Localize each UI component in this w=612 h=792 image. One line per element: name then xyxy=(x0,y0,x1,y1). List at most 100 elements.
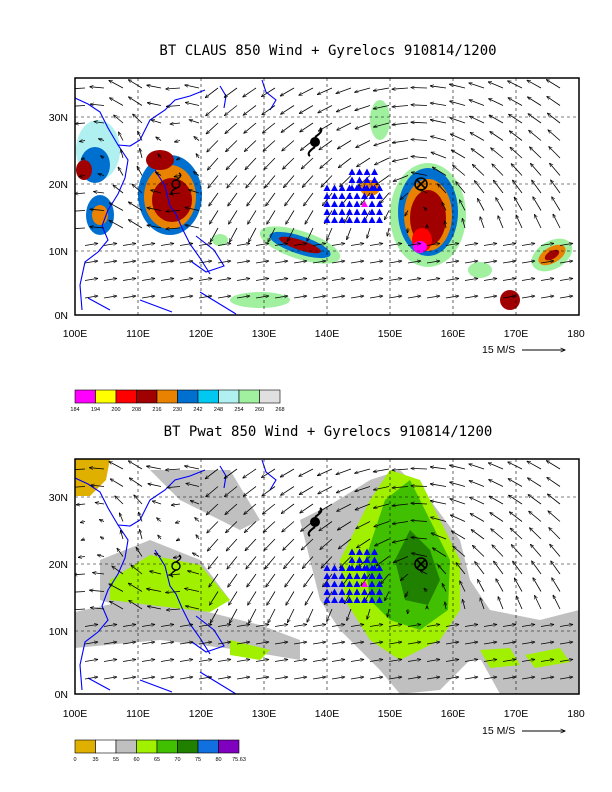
gyre-location-triangle xyxy=(361,588,368,595)
wind-vector xyxy=(551,180,561,194)
wind-vector xyxy=(407,624,421,627)
wind-vector xyxy=(532,180,542,194)
wind-vector xyxy=(388,278,402,281)
wind-vector xyxy=(75,87,86,89)
wind-vector xyxy=(217,261,231,264)
wind-vector xyxy=(426,243,440,246)
gyre-location-triangle xyxy=(338,200,346,207)
wind-vector xyxy=(208,556,219,570)
wind-vector xyxy=(393,175,409,182)
colorbar-label: 194 xyxy=(91,407,100,413)
wind-vector xyxy=(91,485,105,486)
wind-vector xyxy=(255,677,269,680)
wind-vector xyxy=(122,659,136,662)
gyre-location-triangle xyxy=(376,580,383,587)
wind-vector xyxy=(388,642,402,645)
wind-vector xyxy=(483,261,497,264)
gyre-location-triangle xyxy=(353,200,361,207)
coastline-map1 xyxy=(75,79,277,315)
wind-vector xyxy=(236,278,250,281)
wind-vector xyxy=(248,210,257,225)
lat-label: 20N xyxy=(49,559,68,571)
lat-label: 10N xyxy=(49,626,68,638)
wind-vector xyxy=(262,486,276,496)
wind-vector xyxy=(84,278,98,281)
wind-vector xyxy=(433,548,447,557)
wind-vector xyxy=(147,103,162,106)
wind-vector xyxy=(98,174,105,176)
wind-vector xyxy=(464,659,478,662)
wind-vector xyxy=(293,278,307,281)
wind-vector xyxy=(210,591,219,606)
wind-vector xyxy=(547,96,561,106)
wind-vector xyxy=(283,157,295,169)
wind-vector xyxy=(293,677,307,680)
lon-label: 170E xyxy=(504,708,529,720)
wind-vector xyxy=(521,243,535,246)
wind-vector xyxy=(141,278,155,281)
wind-vector xyxy=(282,521,295,532)
wind-vector xyxy=(75,227,86,229)
wind-vector xyxy=(229,591,238,606)
wind-vector xyxy=(491,148,504,159)
colorbar-label: 0 xyxy=(73,757,76,763)
wind-vector xyxy=(171,504,181,505)
wind-vector xyxy=(299,105,314,114)
wind-vector xyxy=(141,296,155,299)
wind-vector xyxy=(392,123,409,125)
wind-vector xyxy=(166,106,181,107)
gyre-location-triangle xyxy=(363,556,371,563)
wind-vector xyxy=(312,296,326,299)
wind-vector xyxy=(369,624,383,627)
wind-vector xyxy=(189,120,200,124)
gyre-location-triangle xyxy=(338,580,346,587)
wind-vector xyxy=(119,513,124,522)
wind-vector xyxy=(119,132,124,141)
wind-vector xyxy=(337,521,352,531)
gyre-triangles-map2 xyxy=(323,548,383,603)
wind-vector xyxy=(112,566,124,575)
map2-lat-labels: 30N 20N 10N 0N xyxy=(49,492,68,701)
wind-vector xyxy=(174,176,181,177)
wind-vector xyxy=(471,530,485,540)
wind-vector xyxy=(281,105,295,115)
wind-vector xyxy=(350,296,364,299)
lon-label: 140E xyxy=(315,328,340,340)
map1-title: BT CLAUS 850 Wind + Gyrelocs 910814/1200 xyxy=(159,43,496,59)
wind-vector xyxy=(355,122,371,129)
wind-vector xyxy=(227,556,238,570)
wind-vector xyxy=(122,296,136,299)
wind-vector xyxy=(384,210,390,220)
wind-vector xyxy=(331,642,345,645)
wind-vector xyxy=(369,278,383,281)
wind-vector xyxy=(491,529,504,540)
wind-vector xyxy=(179,296,193,299)
wind-vector xyxy=(147,589,162,592)
wind-vector xyxy=(369,296,383,299)
wind-vector xyxy=(150,571,162,575)
wind-vector xyxy=(264,538,276,551)
wind-vector xyxy=(225,486,238,497)
gyre-location-triangle xyxy=(331,200,338,207)
wind-vector xyxy=(355,87,371,92)
wind-vector xyxy=(450,482,466,487)
wind-vector xyxy=(513,180,523,194)
wind-vector xyxy=(134,495,143,505)
gyre-location-triangle xyxy=(376,572,383,579)
wind-vector xyxy=(516,596,523,610)
wind-vector xyxy=(470,116,485,124)
wind-vector xyxy=(445,278,459,281)
wind-vector xyxy=(207,157,219,170)
wind-vector xyxy=(198,296,212,299)
map1-reference-vector: 15 M/S xyxy=(482,344,565,356)
wind-vector xyxy=(483,659,497,662)
wind-vector xyxy=(236,677,250,680)
wind-vector xyxy=(160,677,174,680)
wind-vector xyxy=(179,659,193,662)
lon-label: 110E xyxy=(126,328,150,340)
wind-vector xyxy=(225,105,238,116)
wind-vector xyxy=(483,642,497,645)
wind-vector xyxy=(166,609,181,610)
gyre-location-triangle xyxy=(331,580,338,587)
wind-vector xyxy=(286,210,295,225)
